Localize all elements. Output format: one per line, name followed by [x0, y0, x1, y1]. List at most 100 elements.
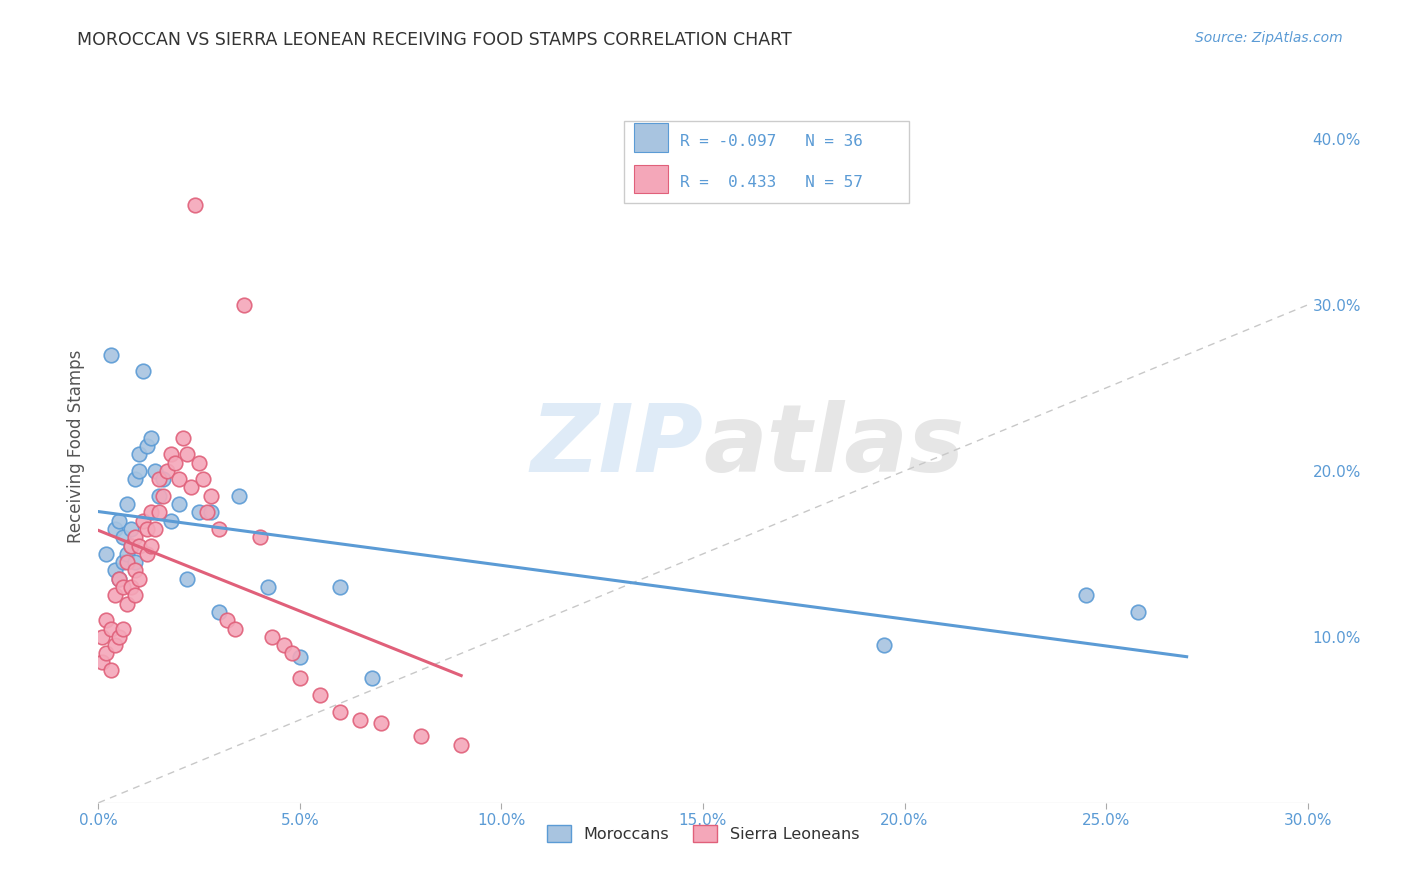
- Point: [349, 713, 371, 727]
- Point: [143, 522, 166, 536]
- Point: [132, 514, 155, 528]
- Point: [281, 647, 304, 661]
- Point: [124, 555, 146, 569]
- Point: [152, 472, 174, 486]
- Point: [172, 431, 194, 445]
- Point: [260, 630, 283, 644]
- Text: ZIP: ZIP: [530, 400, 703, 492]
- Point: [91, 655, 114, 669]
- Text: atlas: atlas: [703, 400, 965, 492]
- Point: [120, 539, 142, 553]
- FancyBboxPatch shape: [624, 121, 908, 203]
- Point: [100, 622, 122, 636]
- Point: [124, 588, 146, 602]
- Point: [139, 505, 162, 519]
- Point: [450, 738, 472, 752]
- Point: [111, 530, 134, 544]
- Point: [139, 539, 162, 553]
- Point: [111, 580, 134, 594]
- Point: [156, 464, 179, 478]
- Point: [115, 547, 138, 561]
- Point: [115, 497, 138, 511]
- Point: [188, 456, 211, 470]
- Text: R =  0.433   N = 57: R = 0.433 N = 57: [681, 175, 863, 190]
- Point: [128, 447, 150, 461]
- Point: [124, 472, 146, 486]
- Point: [184, 198, 207, 212]
- Point: [1128, 605, 1150, 619]
- Text: Source: ZipAtlas.com: Source: ZipAtlas.com: [1195, 31, 1343, 45]
- Point: [163, 456, 186, 470]
- Point: [103, 564, 125, 578]
- Point: [107, 572, 129, 586]
- Point: [152, 489, 174, 503]
- Point: [120, 580, 142, 594]
- Point: [249, 530, 271, 544]
- Point: [107, 514, 129, 528]
- Point: [176, 447, 198, 461]
- Point: [370, 716, 392, 731]
- Point: [135, 522, 157, 536]
- Point: [91, 630, 114, 644]
- Point: [224, 622, 246, 636]
- Point: [132, 364, 155, 378]
- Point: [128, 539, 150, 553]
- Point: [200, 489, 222, 503]
- FancyBboxPatch shape: [634, 123, 668, 152]
- Text: R = -0.097   N = 36: R = -0.097 N = 36: [681, 134, 863, 149]
- Point: [96, 613, 118, 627]
- Point: [148, 505, 170, 519]
- Point: [100, 663, 122, 677]
- Point: [195, 505, 218, 519]
- Point: [273, 638, 295, 652]
- Point: [135, 547, 157, 561]
- Point: [329, 580, 352, 594]
- Point: [103, 588, 125, 602]
- Point: [361, 671, 384, 685]
- Point: [111, 622, 134, 636]
- Point: [103, 522, 125, 536]
- Point: [208, 522, 231, 536]
- Point: [176, 572, 198, 586]
- Point: [120, 522, 142, 536]
- Point: [256, 580, 278, 594]
- Point: [107, 572, 129, 586]
- Point: [111, 555, 134, 569]
- Point: [96, 647, 118, 661]
- Point: [228, 489, 250, 503]
- Point: [107, 630, 129, 644]
- Point: [873, 638, 896, 652]
- Point: [160, 447, 183, 461]
- Point: [217, 613, 239, 627]
- Point: [143, 464, 166, 478]
- Text: MOROCCAN VS SIERRA LEONEAN RECEIVING FOOD STAMPS CORRELATION CHART: MOROCCAN VS SIERRA LEONEAN RECEIVING FOO…: [77, 31, 792, 49]
- Point: [208, 605, 231, 619]
- Point: [167, 472, 190, 486]
- Point: [128, 572, 150, 586]
- Point: [103, 638, 125, 652]
- Point: [160, 514, 183, 528]
- Point: [135, 439, 157, 453]
- Point: [232, 298, 254, 312]
- Y-axis label: Receiving Food Stamps: Receiving Food Stamps: [66, 350, 84, 542]
- Point: [288, 671, 311, 685]
- Point: [96, 547, 118, 561]
- Point: [1074, 588, 1097, 602]
- Point: [120, 539, 142, 553]
- Point: [148, 489, 170, 503]
- Point: [115, 597, 138, 611]
- Legend: Moroccans, Sierra Leoneans: Moroccans, Sierra Leoneans: [540, 819, 866, 848]
- Point: [188, 505, 211, 519]
- Point: [124, 564, 146, 578]
- Point: [115, 555, 138, 569]
- Point: [409, 730, 432, 744]
- Point: [288, 649, 311, 664]
- Point: [167, 497, 190, 511]
- Point: [148, 472, 170, 486]
- Point: [200, 505, 222, 519]
- FancyBboxPatch shape: [634, 165, 668, 194]
- Point: [100, 348, 122, 362]
- Point: [309, 688, 332, 702]
- Point: [329, 705, 352, 719]
- Point: [180, 481, 202, 495]
